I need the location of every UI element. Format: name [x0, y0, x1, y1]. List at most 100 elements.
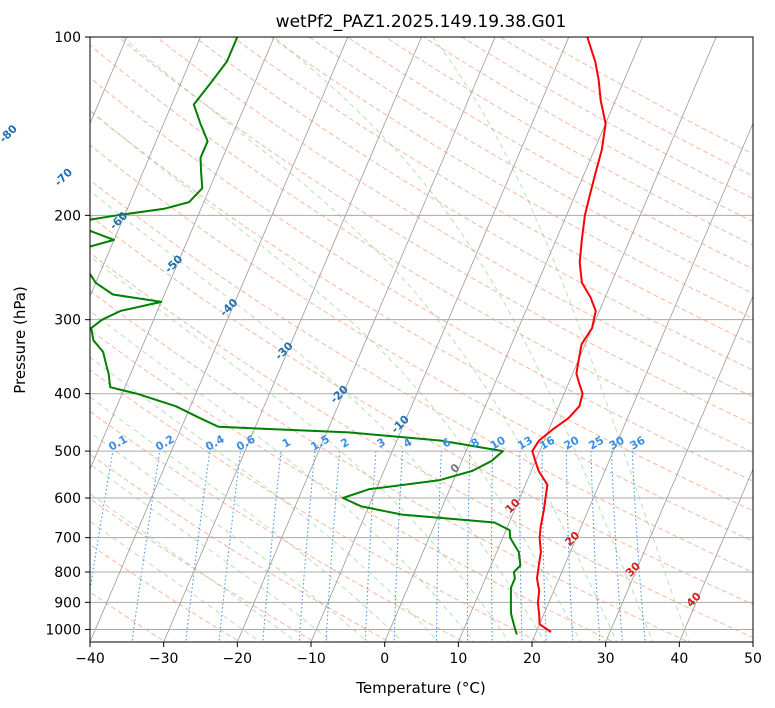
- y-tick-label: 200: [54, 208, 81, 224]
- dry-adiabat-line: [232, 37, 753, 345]
- x-tick-label: 50: [744, 651, 762, 667]
- isotherm-line: [90, 37, 349, 642]
- dry-adiabat-line: [90, 252, 753, 639]
- mixing-ratio-line: [631, 451, 646, 642]
- mixing-ratio-label: 0.1: [106, 433, 129, 454]
- isotherm-line: [90, 37, 201, 298]
- dry-adiabat-line: [90, 77, 753, 482]
- y-tick-label: 800: [54, 565, 81, 581]
- isotherm-line: [678, 468, 753, 642]
- temperature-profile-line: [531, 37, 607, 633]
- x-tick-label: 10: [449, 651, 467, 667]
- x-tick-label: 20: [523, 651, 541, 667]
- moist-adiabat-line: [90, 356, 440, 642]
- mixing-ratio-label: 30: [607, 433, 627, 452]
- isotherm-line: [236, 37, 496, 642]
- line-labels: -100-90-80-70-60-50-40-30-20-10010203040…: [0, 122, 704, 610]
- x-tick-label: −20: [223, 651, 253, 667]
- mixing-ratio-line: [435, 451, 442, 642]
- moist-adiabat-line: [90, 492, 298, 642]
- y-tick-label: 900: [54, 595, 81, 611]
- mixing-ratio-line: [90, 451, 114, 593]
- x-tick-label: −10: [296, 651, 326, 667]
- mixing-ratio-label: 25: [586, 434, 606, 453]
- mixing-ratio-line: [590, 451, 601, 642]
- x-tick-label: −30: [149, 651, 179, 667]
- isotherm-line: [752, 640, 753, 642]
- isotherm-label: -30: [273, 339, 296, 362]
- isotherm-line: [531, 122, 753, 642]
- mixing-ratio-label: 0.6: [234, 432, 258, 453]
- isotherm-label: -50: [162, 252, 185, 275]
- axes: −40 −30 −20 −10 0 10 20 30 40 50 100 200 300 400 500 60…: [45, 30, 762, 667]
- dry-adiabat-line: [90, 179, 753, 573]
- mixing-ratio-line: [325, 451, 341, 642]
- x-axis-label: Temperature (°C): [355, 679, 485, 697]
- isotherm-label: -70: [52, 165, 75, 188]
- dry-adiabat-line: [155, 37, 753, 398]
- dry-adiabat-line: [537, 37, 753, 155]
- isotherm-label: -60: [107, 209, 130, 232]
- x-tick-label: −40: [75, 651, 105, 667]
- dry-adiabat-line: [90, 44, 753, 453]
- isotherm-line: [310, 37, 570, 642]
- pressure-gridlines: [90, 37, 753, 630]
- mixing-ratio-label: 20: [562, 433, 582, 452]
- mixing-ratio-line: [262, 451, 282, 642]
- chart-title: wetPf2_PAZ1.2025.149.19.38.G01: [276, 12, 567, 32]
- isotherm-label: 10: [503, 496, 523, 516]
- y-tick-label: 300: [54, 313, 81, 329]
- mixing-ratio-line: [519, 451, 523, 642]
- mixing-ratio-label: 2: [338, 436, 351, 451]
- isotherm-line: [457, 37, 717, 642]
- isotherm-label: -20: [328, 383, 351, 406]
- dry-adiabat-line: [460, 37, 753, 200]
- y-tick-label: 500: [54, 444, 81, 460]
- moist-adiabat-line: [90, 190, 546, 642]
- isotherm-label: -40: [217, 296, 240, 319]
- dry-adiabat-line: [90, 369, 540, 642]
- mixing-ratio-label: 1.5: [308, 433, 331, 454]
- moist-adiabat-line: [90, 431, 369, 642]
- y-tick-label: 1000: [45, 622, 81, 638]
- y-tick-label: 100: [54, 30, 81, 46]
- isotherm-label: 30: [623, 559, 643, 579]
- y-tick-label: 600: [54, 491, 81, 507]
- mixing-ratio-label: 0.4: [203, 432, 227, 453]
- dry-adiabat-line: [117, 37, 753, 425]
- isotherm-label: 20: [562, 529, 582, 549]
- mixing-ratio-line: [541, 451, 547, 642]
- mixing-ratio-line: [466, 451, 471, 642]
- x-tick-label: 0: [380, 651, 389, 667]
- moist-adiabat-line: [90, 463, 333, 642]
- isotherm-line: [384, 37, 643, 642]
- dry-adiabat-line: [90, 329, 615, 642]
- dewpoint-profile-line: [90, 37, 522, 635]
- dry-adiabat-line: [193, 37, 753, 371]
- moist-adiabat-line: [273, 37, 654, 642]
- moist-adiabat-line: [90, 255, 510, 642]
- isotherm-label: -80: [0, 122, 20, 145]
- y-tick-label: 700: [54, 531, 81, 547]
- isotherm-label: -10: [389, 412, 412, 435]
- moist-adiabat-line: [432, 37, 690, 642]
- mixing-ratio-label: 8: [469, 436, 482, 451]
- isotherm-line: [90, 37, 275, 471]
- mixing-ratio-label: 3: [375, 436, 388, 451]
- y-axis-label: Pressure (hPa): [11, 286, 29, 394]
- mixing-ratio-label: 36: [628, 433, 648, 452]
- isotherm-line: [163, 37, 422, 642]
- mixing-ratio-line: [298, 451, 316, 642]
- moist-adiabat-line: [90, 520, 262, 642]
- mixing-ratio-line: [491, 451, 494, 642]
- mixing-ratio-line: [364, 451, 377, 642]
- background-lines: [90, 37, 753, 642]
- mixing-ratio-line: [393, 451, 403, 642]
- dry-adiabat-line: [90, 110, 753, 512]
- dry-adiabat-line: [90, 144, 753, 542]
- moist-adiabat-line: [90, 396, 404, 642]
- mixing-ratio-line: [565, 451, 574, 642]
- dry-adiabat-line: [90, 453, 391, 642]
- dry-adiabat-line: [346, 37, 753, 270]
